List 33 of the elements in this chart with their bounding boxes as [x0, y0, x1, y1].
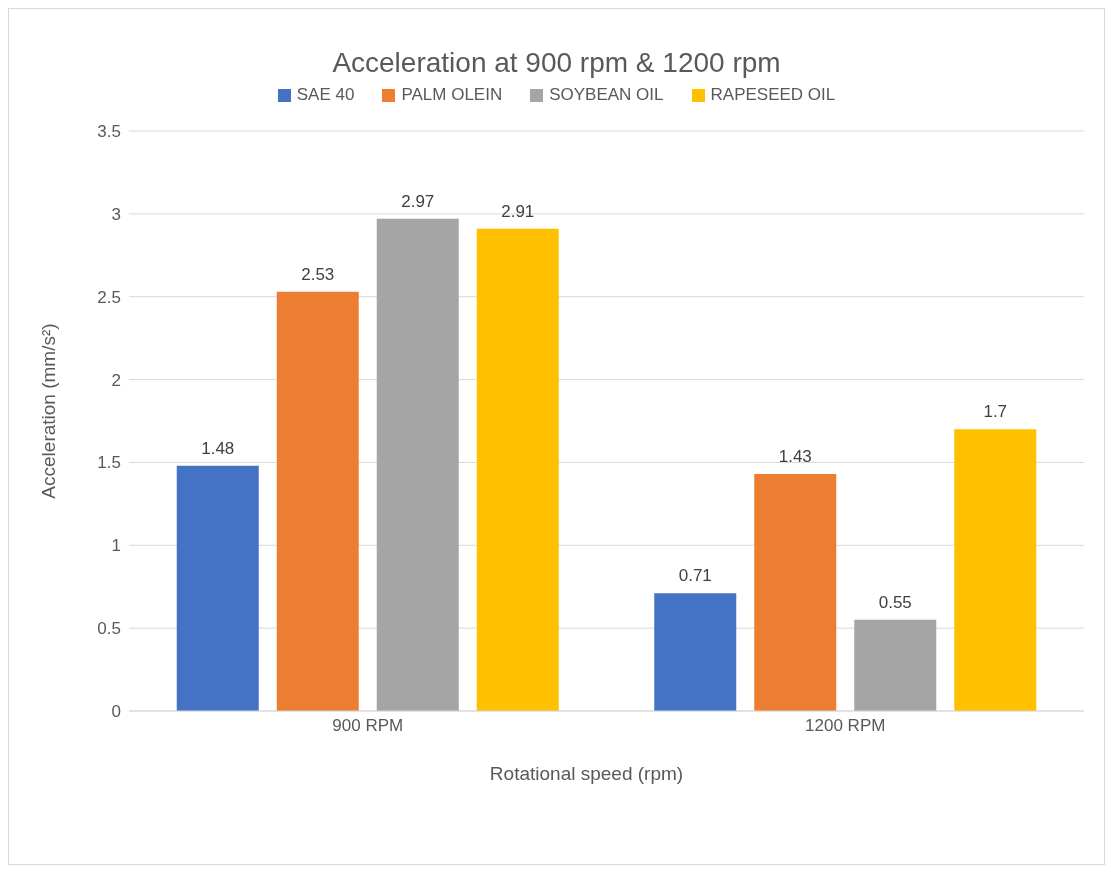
data-label: 1.7 — [983, 402, 1008, 422]
y-axis-title: Acceleration (mm/s²) — [38, 323, 60, 499]
y-tick-label: 3 — [111, 204, 121, 224]
x-tick-label: 900 RPM — [332, 716, 404, 736]
data-label: 2.53 — [301, 264, 335, 284]
x-tick-label: 1200 RPM — [805, 716, 886, 736]
data-label: 0.55 — [878, 592, 912, 612]
bar — [276, 291, 359, 711]
y-tick-label: 0.5 — [97, 619, 121, 639]
y-tick-label: 2.5 — [97, 287, 121, 307]
bar — [854, 619, 937, 711]
y-tick-label: 0 — [111, 702, 121, 722]
bar — [654, 593, 737, 711]
x-axis-title: Rotational speed (rpm) — [488, 763, 685, 785]
data-label: 1.43 — [778, 447, 812, 467]
bar — [754, 474, 837, 711]
data-label: 0.71 — [678, 566, 712, 586]
data-label: 2.91 — [501, 201, 535, 221]
legend-label: SOYBEAN OIL — [548, 85, 664, 105]
bar — [476, 228, 559, 711]
legend-label: PALM OLEIN — [400, 85, 503, 105]
chart-title: Acceleration at 900 rpm & 1200 rpm — [331, 47, 782, 79]
bar — [376, 218, 459, 711]
legend-label: RAPESEED OIL — [709, 85, 836, 105]
y-tick-label: 2 — [111, 370, 121, 390]
data-label: 2.97 — [401, 191, 435, 211]
data-label: 1.48 — [201, 438, 235, 458]
bar — [176, 465, 259, 711]
bar — [954, 429, 1037, 711]
legend-label: SAE 40 — [295, 85, 355, 105]
y-tick-label: 3.5 — [97, 122, 121, 142]
y-tick-label: 1.5 — [97, 453, 121, 473]
y-tick-label: 1 — [111, 536, 121, 556]
